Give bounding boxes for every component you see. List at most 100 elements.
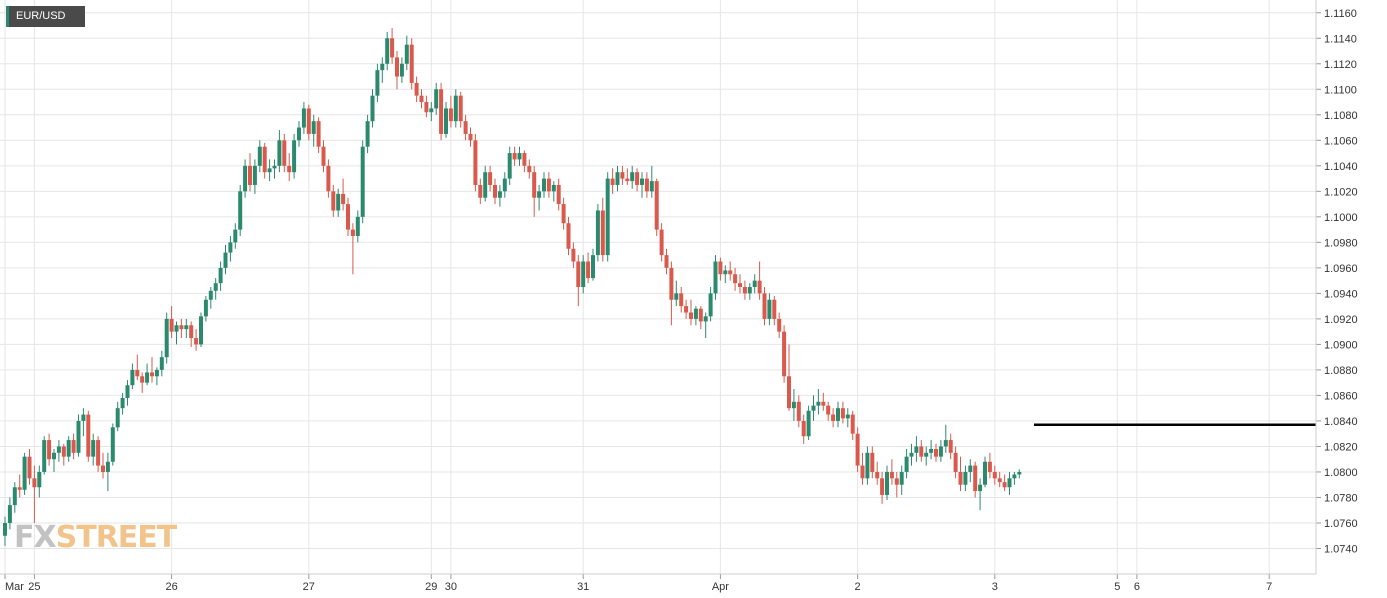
candle-down: [855, 427, 860, 472]
x-tick-label: 2: [855, 581, 861, 593]
candle-body: [448, 108, 453, 122]
x-tick-label: Mar: [5, 581, 24, 593]
candle-body: [752, 280, 757, 287]
candle-up: [836, 401, 840, 428]
x-tick-label: 31: [577, 581, 589, 593]
candle-down: [831, 408, 836, 428]
candle-body: [649, 181, 654, 192]
candle-down: [556, 178, 561, 211]
candle-down: [27, 448, 32, 485]
candle-body: [811, 405, 816, 411]
candle-down: [689, 299, 693, 326]
candle-down: [958, 456, 963, 492]
candle-body: [96, 440, 101, 466]
candle-down: [571, 242, 576, 268]
candle-body: [953, 452, 958, 472]
candle-body: [194, 338, 199, 345]
candle-down: [458, 91, 463, 128]
candle-down: [850, 410, 855, 441]
candle-body: [855, 433, 860, 466]
candle-body: [865, 452, 870, 479]
candle-body: [542, 178, 546, 192]
candle-down: [742, 280, 747, 300]
candle-body: [228, 242, 233, 253]
candle-body: [659, 229, 664, 256]
candle-body: [272, 165, 277, 169]
candle-body: [42, 440, 47, 472]
candle-down: [248, 153, 252, 192]
candle-body: [233, 229, 238, 243]
candle-body: [81, 414, 86, 421]
candle-up: [723, 265, 728, 284]
candle-body: [522, 153, 527, 166]
candle-up: [502, 172, 507, 198]
candle-down: [189, 321, 194, 347]
candle-body: [502, 178, 507, 192]
candle-up: [483, 165, 488, 202]
candle-down: [659, 223, 664, 262]
candle-body: [929, 448, 934, 453]
candle-up: [899, 465, 904, 495]
y-tick-label: 1.1100: [1324, 84, 1357, 96]
candle-body: [468, 133, 473, 141]
candle-down: [493, 178, 497, 205]
candle-down: [992, 465, 997, 485]
candle-up: [66, 436, 71, 462]
candle-body: [801, 420, 806, 437]
candle-body: [218, 267, 223, 284]
candle-down: [698, 306, 703, 330]
candle-up: [885, 465, 889, 501]
candle-body: [909, 452, 914, 457]
candle-body: [56, 446, 61, 453]
candle-body: [189, 325, 194, 339]
candle-up: [595, 204, 600, 262]
candle-up: [693, 306, 698, 326]
candle-body: [934, 448, 938, 457]
candle-body: [22, 456, 27, 490]
candle-down: [953, 446, 958, 479]
candle-up: [640, 172, 644, 198]
candle-up: [243, 159, 248, 198]
candle-down: [331, 184, 336, 217]
candle-body: [179, 325, 184, 330]
candle-body: [3, 522, 7, 536]
candle-body: [757, 280, 762, 294]
candle-body: [439, 89, 444, 134]
candle-up: [399, 57, 404, 83]
candle-body: [101, 465, 105, 472]
candle-body: [493, 184, 497, 198]
candle-body: [664, 255, 669, 268]
candle-up: [605, 172, 610, 262]
candle-up: [615, 165, 620, 192]
candle-down: [439, 82, 444, 141]
candle-up: [581, 255, 586, 294]
candle-up: [708, 287, 713, 322]
candle-down: [522, 150, 527, 173]
candle-body: [635, 172, 640, 185]
candle-body: [159, 357, 164, 370]
candle-body: [600, 210, 605, 256]
candle-body: [684, 306, 689, 313]
candle-body: [777, 318, 782, 332]
candle-down: [32, 465, 37, 523]
candle-body: [1017, 471, 1022, 475]
candle-body: [213, 283, 218, 291]
candle-up: [370, 89, 375, 128]
candle-down: [782, 325, 787, 383]
candle-body: [145, 372, 150, 383]
candle-body: [326, 165, 331, 192]
candle-up: [7, 497, 12, 530]
candle-down: [664, 248, 669, 275]
candle-down: [96, 436, 101, 472]
candle-down: [61, 443, 66, 466]
candle-down: [840, 401, 845, 424]
candle-down: [889, 459, 894, 485]
candle-up: [184, 318, 189, 339]
candle-body: [1007, 478, 1012, 488]
candle-body: [581, 261, 586, 287]
x-tick-label: 29: [425, 581, 437, 593]
candle-body: [850, 414, 855, 434]
candle-body: [301, 108, 306, 128]
candle-body: [997, 478, 1002, 483]
